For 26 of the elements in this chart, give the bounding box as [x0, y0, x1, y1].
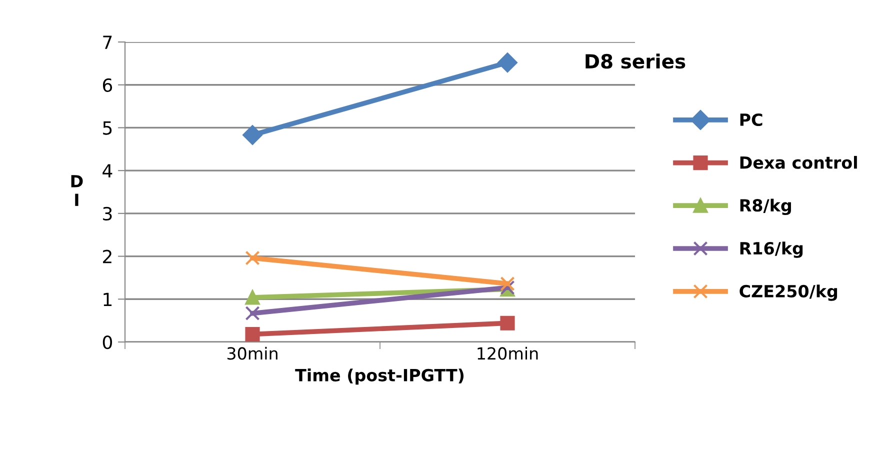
legend-label: R8/kg [740, 198, 791, 215]
point [245, 290, 260, 305]
x-tick-label: 120min [478, 346, 538, 360]
y-tick-label: 7 [103, 36, 112, 49]
point [242, 125, 262, 145]
point [500, 316, 515, 330]
x-tick-label: 30min [227, 346, 278, 360]
point [498, 52, 518, 72]
legend-label: Dexa control [740, 156, 857, 169]
y-axis-title: D I [71, 175, 83, 206]
y-tick-label: 1 [104, 292, 112, 306]
x-axis-title: Time (post-IPGTT) [295, 368, 464, 385]
y-tick-label: 0 [102, 335, 112, 350]
y-tick-label: 6 [102, 78, 112, 92]
point [500, 276, 515, 292]
y-tick-label: 5 [103, 121, 112, 135]
legend-label: CZE250/kg [740, 284, 838, 301]
y-tick-label: 3 [103, 206, 112, 221]
point [245, 250, 260, 266]
point [245, 306, 260, 321]
legend-label: R16/kg [740, 242, 803, 258]
point [245, 326, 260, 342]
y-tick-label: 4 [102, 164, 112, 178]
y-tick-label: 2 [103, 250, 112, 264]
legend-label: PC [740, 113, 762, 126]
chart-title: D8 series [586, 54, 686, 69]
